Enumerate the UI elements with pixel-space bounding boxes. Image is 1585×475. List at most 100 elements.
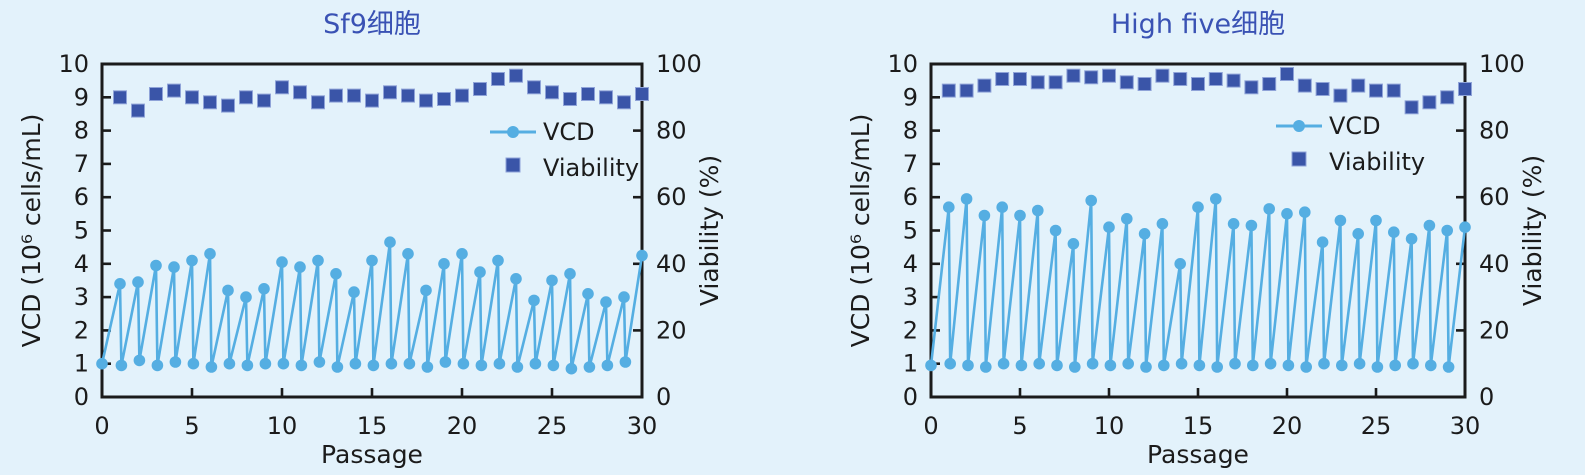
vcd-point (511, 361, 524, 373)
viability-point (1155, 68, 1170, 83)
legend-vcd-label: VCD (543, 118, 595, 146)
vcd-point (1405, 233, 1418, 245)
viability-point (1226, 73, 1241, 88)
viability-point (167, 83, 181, 98)
viability-point (113, 90, 127, 105)
viability-point (257, 93, 271, 108)
y-left-axis-label: VCD (10⁶ cells/mL) (17, 114, 46, 348)
viability-point (1084, 70, 1099, 85)
y-left-tick-label: 9 (903, 83, 918, 111)
viability-point (563, 92, 577, 106)
x-tick-label: 5 (184, 412, 199, 440)
vcd-point (439, 356, 452, 368)
vcd-point (313, 356, 326, 368)
viability-point (617, 95, 631, 110)
y-right-tick-label: 20 (1479, 316, 1510, 344)
vcd-point (421, 361, 434, 373)
viability-point (1458, 82, 1472, 96)
y-left-tick-label: 3 (74, 283, 89, 311)
viability-point (599, 90, 613, 105)
viability-point (1208, 72, 1223, 86)
viability-point (1030, 75, 1045, 90)
vcd-markers (925, 193, 1471, 373)
y-right-tick-label: 0 (1479, 383, 1494, 411)
vcd-point (114, 278, 126, 290)
vcd-point (944, 357, 956, 370)
viability-point (527, 80, 541, 95)
vcd-point (1388, 226, 1400, 238)
viability-point (473, 82, 487, 96)
legend-viability-label: Viability (543, 154, 639, 182)
vcd-point (403, 357, 416, 370)
y-left-tick-label: 0 (74, 383, 89, 411)
vcd-point (312, 254, 324, 267)
vcd-point (1389, 359, 1401, 372)
vcd-point (980, 361, 992, 373)
vcd-point (277, 357, 290, 370)
vcd-point (1122, 357, 1134, 370)
y-right-tick-label: 40 (1479, 250, 1510, 278)
vcd-point (1211, 361, 1223, 373)
vcd-point (1371, 361, 1384, 373)
y-left-tick-label: 9 (74, 83, 89, 111)
vcd-point (960, 193, 973, 205)
vcd-point (1229, 357, 1241, 370)
vcd-point (1247, 359, 1259, 372)
viability-point (1244, 80, 1259, 95)
viability-point (1404, 100, 1419, 115)
vcd-point (456, 248, 468, 260)
y-left-tick-label: 4 (903, 250, 918, 278)
vcd-point (996, 201, 1008, 213)
vcd-point (1282, 359, 1295, 372)
vcd-point (601, 359, 614, 372)
vcd-point (402, 248, 414, 260)
y-right-tick-label: 100 (656, 50, 702, 78)
vcd-point (1015, 359, 1028, 372)
vcd-point (1318, 357, 1330, 370)
vcd-point (925, 359, 937, 372)
vcd-point (1264, 357, 1277, 370)
vcd-point (349, 357, 362, 370)
vcd-point (547, 359, 560, 372)
vcd-point (492, 254, 504, 267)
vcd-point (96, 357, 108, 370)
vcd-point (962, 359, 974, 372)
y-right-tick-label: 20 (656, 316, 687, 344)
vcd-point (259, 357, 272, 370)
legend-vcd-marker-icon (507, 126, 519, 138)
y-right-tick-label: 80 (1479, 117, 1510, 145)
viability-point (1333, 88, 1348, 103)
vcd-point (1210, 193, 1222, 205)
vcd-point (1336, 359, 1348, 372)
x-tick-label: 15 (1183, 412, 1214, 440)
vcd-point (457, 357, 470, 370)
viability-point (185, 90, 199, 105)
viability-point (581, 87, 595, 101)
viability-point (131, 103, 145, 118)
vcd-point (1423, 219, 1436, 232)
viability-point (635, 87, 649, 101)
vcd-point (636, 249, 648, 262)
viability-point (365, 93, 379, 108)
y-left-tick-label: 0 (903, 383, 918, 411)
viability-point (203, 95, 217, 110)
viability-point (401, 88, 415, 103)
viability-point (1280, 67, 1294, 81)
vcd-point (583, 361, 596, 373)
x-tick-label: 15 (357, 412, 388, 440)
chart-title: High five细胞 (1111, 9, 1285, 40)
y-left-axis-label: VCD (10⁶ cells/mL) (846, 114, 875, 348)
viability-point (293, 85, 307, 100)
y-right-tick-label: 40 (656, 250, 687, 278)
x-tick-label: 25 (537, 412, 568, 440)
viability-point (1119, 75, 1134, 90)
viability-point (419, 93, 433, 108)
vcd-point (1104, 359, 1117, 372)
vcd-point (565, 362, 578, 375)
vcd-point (133, 354, 146, 367)
viability-point (149, 87, 163, 101)
x-tick-label: 10 (1094, 412, 1125, 440)
vcd-point (132, 276, 144, 288)
y-left-tick-label: 5 (903, 217, 918, 245)
